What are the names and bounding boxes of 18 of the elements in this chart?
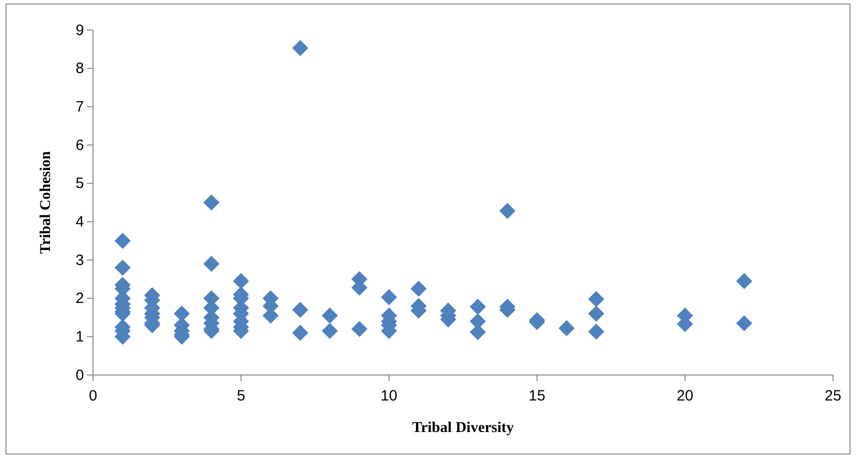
y-tick-label: 7 — [76, 98, 84, 116]
y-tick-label: 3 — [76, 252, 84, 269]
x-tick-label: 25 — [824, 388, 842, 404]
x-tick-label: 5 — [236, 388, 246, 404]
y-tick-label: 0 — [76, 366, 84, 384]
x-tick-label: 15 — [528, 388, 546, 404]
y-tick-label: 9 — [76, 22, 84, 39]
x-tick-label: 20 — [676, 388, 694, 404]
x-tick-label: 0 — [88, 388, 98, 404]
y-tick-label: 1 — [76, 328, 84, 346]
y-tick-label: 5 — [76, 175, 84, 192]
y-tick-label: 8 — [76, 60, 84, 78]
y-tick-label: 4 — [76, 213, 84, 230]
x-axis-title: Tribal Diversity — [412, 420, 514, 436]
y-axis-title: Tribal Cohesion — [38, 150, 54, 254]
y-tick-label: 6 — [76, 136, 84, 154]
y-tick-label: 2 — [76, 290, 84, 308]
x-tick-label: 10 — [380, 388, 398, 404]
